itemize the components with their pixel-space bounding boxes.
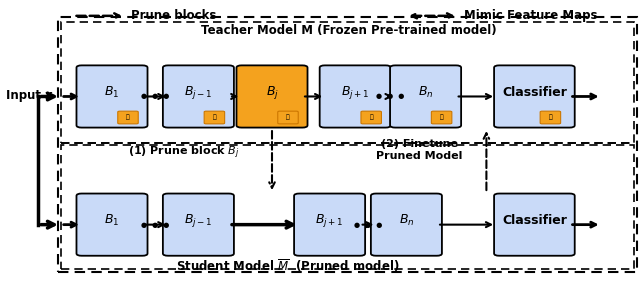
Text: $B_{j-1}$: $B_{j-1}$ [184, 212, 212, 229]
Text: 🔒: 🔒 [440, 114, 444, 120]
Text: $B_n$: $B_n$ [418, 85, 433, 100]
Text: $B_j$: $B_j$ [266, 84, 278, 101]
Text: (2) Finetune
Pruned Model: (2) Finetune Pruned Model [376, 139, 462, 161]
FancyBboxPatch shape [77, 65, 147, 128]
FancyBboxPatch shape [118, 111, 138, 124]
FancyBboxPatch shape [494, 194, 575, 256]
Text: Input x: Input x [6, 88, 53, 102]
Text: $B_n$: $B_n$ [399, 213, 414, 228]
FancyBboxPatch shape [163, 194, 234, 256]
FancyBboxPatch shape [390, 65, 461, 128]
FancyBboxPatch shape [77, 194, 147, 256]
Text: $B_1$: $B_1$ [104, 213, 120, 228]
FancyBboxPatch shape [361, 111, 381, 124]
FancyBboxPatch shape [320, 65, 390, 128]
FancyBboxPatch shape [204, 111, 225, 124]
Text: 🔒: 🔒 [369, 114, 373, 120]
Text: Classifier: Classifier [502, 214, 567, 227]
FancyBboxPatch shape [294, 194, 365, 256]
Text: Teacher Model M (Frozen Pre-trained model): Teacher Model M (Frozen Pre-trained mode… [201, 24, 497, 37]
Text: 🔒: 🔒 [126, 114, 130, 120]
FancyBboxPatch shape [237, 65, 307, 128]
FancyBboxPatch shape [494, 65, 575, 128]
FancyBboxPatch shape [163, 65, 234, 128]
Text: Mimic Feature Maps: Mimic Feature Maps [464, 9, 598, 22]
Text: $B_1$: $B_1$ [104, 85, 120, 100]
Text: (1) Prune block $B_j$: (1) Prune block $B_j$ [128, 145, 240, 161]
Text: $B_{j+1}$: $B_{j+1}$ [341, 84, 369, 101]
Text: ●  ●  ●: ● ● ● [141, 222, 170, 228]
Text: $B_{j+1}$: $B_{j+1}$ [316, 212, 344, 229]
Text: ●  ●  ●: ● ● ● [141, 94, 170, 99]
FancyBboxPatch shape [371, 194, 442, 256]
Text: $B_{j-1}$: $B_{j-1}$ [184, 84, 212, 101]
Text: Student Model $\overline{M}$  (Pruned model): Student Model $\overline{M}$ (Pruned mod… [176, 257, 400, 274]
FancyBboxPatch shape [278, 111, 298, 124]
FancyBboxPatch shape [540, 111, 561, 124]
Text: 🔒: 🔒 [212, 114, 216, 120]
Text: 🔒: 🔒 [286, 114, 290, 120]
Text: 🔒: 🔒 [548, 114, 552, 120]
Text: Classifier: Classifier [502, 86, 567, 99]
FancyBboxPatch shape [431, 111, 452, 124]
Text: ●  ●  ●: ● ● ● [354, 222, 382, 228]
Text: ●  ●  ●: ● ● ● [376, 94, 404, 99]
Text: Prune blocks: Prune blocks [131, 9, 216, 22]
